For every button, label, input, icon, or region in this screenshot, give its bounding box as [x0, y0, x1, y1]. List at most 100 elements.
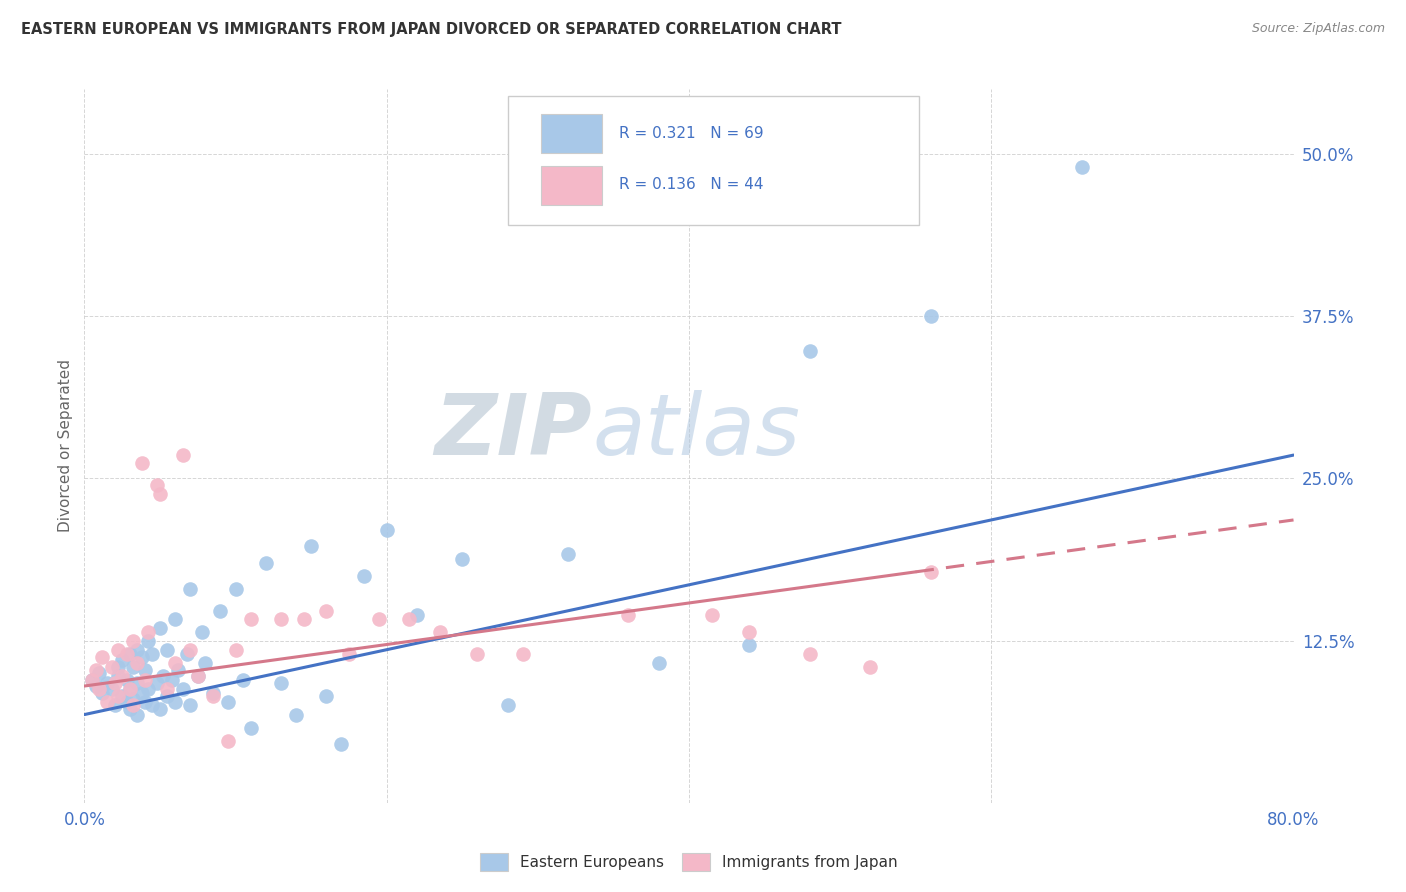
Point: [156, 642, 179, 657]
Point: [299, 539, 322, 553]
Point: [179, 642, 201, 657]
Point: [920, 310, 942, 324]
Point: [156, 681, 179, 696]
Point: [146, 478, 169, 492]
Point: [107, 668, 129, 682]
Point: [104, 676, 127, 690]
Point: [254, 556, 277, 570]
Point: [136, 633, 159, 648]
Point: [1071, 160, 1094, 174]
Text: ZIP: ZIP: [434, 390, 592, 474]
Point: [647, 656, 671, 670]
Point: [172, 448, 194, 462]
Point: [738, 624, 761, 639]
Point: [111, 668, 134, 682]
Point: [111, 653, 134, 667]
Point: [118, 681, 141, 696]
Point: [160, 673, 183, 687]
Point: [451, 552, 474, 566]
Point: [163, 695, 186, 709]
Point: [406, 607, 429, 622]
Point: [315, 690, 337, 704]
Point: [121, 633, 143, 648]
Point: [163, 656, 186, 670]
Point: [232, 673, 254, 687]
Point: [225, 582, 247, 596]
Point: [149, 621, 172, 635]
Point: [799, 344, 821, 359]
Point: [131, 685, 153, 699]
Point: [127, 656, 149, 670]
Point: [107, 659, 129, 673]
Point: [163, 611, 186, 625]
Point: [141, 698, 163, 713]
Point: [149, 702, 172, 716]
Point: [368, 611, 391, 625]
Point: [191, 624, 214, 639]
FancyBboxPatch shape: [508, 96, 918, 225]
Point: [107, 642, 129, 657]
Point: [131, 456, 153, 470]
Point: [118, 681, 141, 696]
Point: [179, 698, 201, 713]
Point: [225, 642, 247, 657]
Point: [292, 611, 315, 625]
Text: Source: ZipAtlas.com: Source: ZipAtlas.com: [1251, 22, 1385, 36]
Point: [467, 647, 489, 661]
Point: [141, 647, 163, 661]
Point: [118, 702, 141, 716]
Point: [118, 647, 141, 661]
Point: [201, 685, 224, 699]
Text: R = 0.321   N = 69: R = 0.321 N = 69: [619, 126, 763, 141]
Point: [429, 624, 451, 639]
Point: [136, 624, 159, 639]
Point: [91, 685, 114, 699]
Point: [121, 692, 143, 706]
Point: [557, 547, 579, 561]
Point: [86, 664, 108, 678]
Point: [375, 524, 398, 538]
Point: [217, 733, 239, 747]
Point: [617, 607, 640, 622]
Point: [496, 698, 519, 713]
Point: [187, 668, 209, 682]
Point: [284, 707, 308, 722]
Point: [201, 690, 224, 704]
Point: [134, 664, 156, 678]
Point: [131, 650, 153, 665]
Point: [176, 647, 198, 661]
Point: [80, 673, 103, 687]
Point: [96, 676, 118, 690]
Point: [239, 611, 262, 625]
Point: [270, 676, 292, 690]
Point: [127, 676, 149, 690]
Point: [127, 642, 149, 657]
Point: [89, 681, 111, 696]
Point: [172, 681, 194, 696]
Point: [270, 611, 292, 625]
Point: [115, 647, 138, 661]
Point: [920, 565, 942, 579]
Point: [187, 668, 209, 682]
Y-axis label: Divorced or Separated: Divorced or Separated: [58, 359, 73, 533]
Point: [107, 690, 129, 704]
Legend: Eastern Europeans, Immigrants from Japan: Eastern Europeans, Immigrants from Japan: [474, 847, 904, 877]
Point: [86, 679, 108, 693]
Point: [115, 695, 138, 709]
Point: [799, 647, 821, 661]
Point: [149, 487, 172, 501]
Point: [156, 690, 179, 704]
Point: [315, 604, 337, 618]
Point: [152, 668, 174, 682]
Point: [96, 695, 118, 709]
Point: [136, 681, 159, 696]
Point: [194, 656, 217, 670]
Point: [167, 664, 190, 678]
Point: [104, 698, 127, 713]
Point: [738, 638, 761, 652]
Point: [179, 582, 201, 596]
Point: [217, 695, 239, 709]
Point: [134, 673, 156, 687]
Point: [80, 673, 103, 687]
Point: [134, 695, 156, 709]
